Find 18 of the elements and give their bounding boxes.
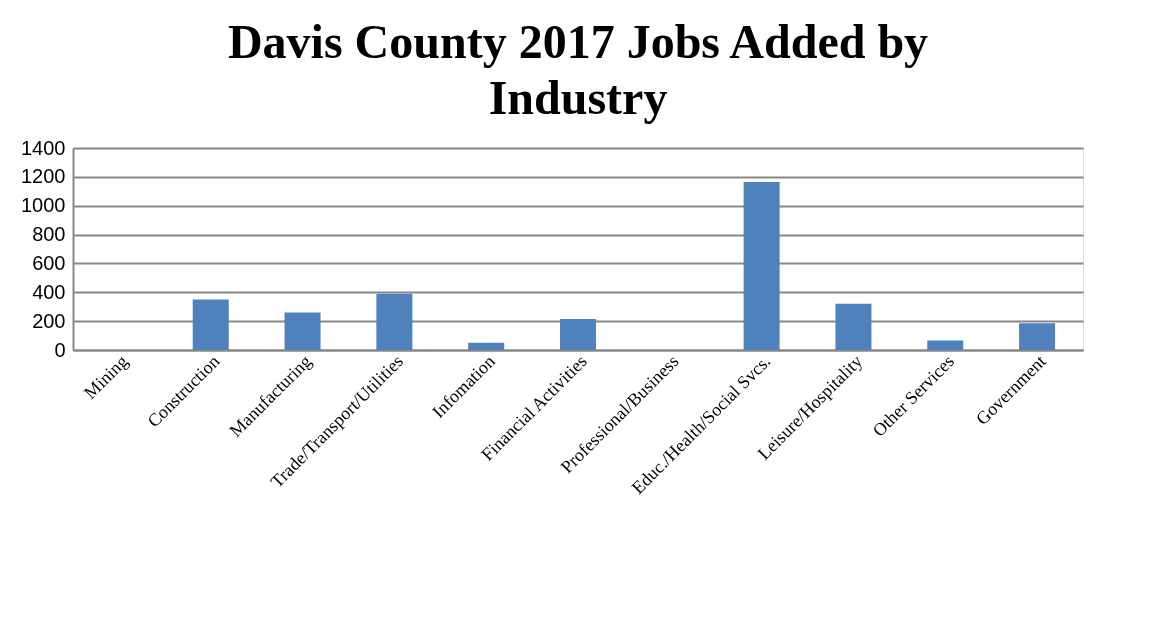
bar: [192, 299, 229, 350]
y-tick-label: 1200: [21, 165, 66, 188]
y-tick-label: 0: [54, 338, 66, 361]
y-tick-label: 800: [32, 223, 66, 246]
bar: [560, 318, 596, 350]
y-tick-label: 200: [32, 309, 66, 332]
chart-title: Davis County 2017 Jobs Added by Industry: [227, 15, 929, 124]
bar: [284, 312, 321, 350]
bar: [835, 303, 872, 350]
y-tick-label: 1000: [21, 194, 66, 217]
bar: [743, 181, 780, 350]
bar: [376, 293, 413, 350]
bar: [927, 340, 964, 350]
y-tick-label: 1400: [21, 136, 66, 159]
y-tick-label: 400: [32, 280, 66, 303]
y-tick-label: 600: [32, 251, 66, 274]
bar: [1019, 323, 1056, 350]
bar: [468, 342, 505, 350]
